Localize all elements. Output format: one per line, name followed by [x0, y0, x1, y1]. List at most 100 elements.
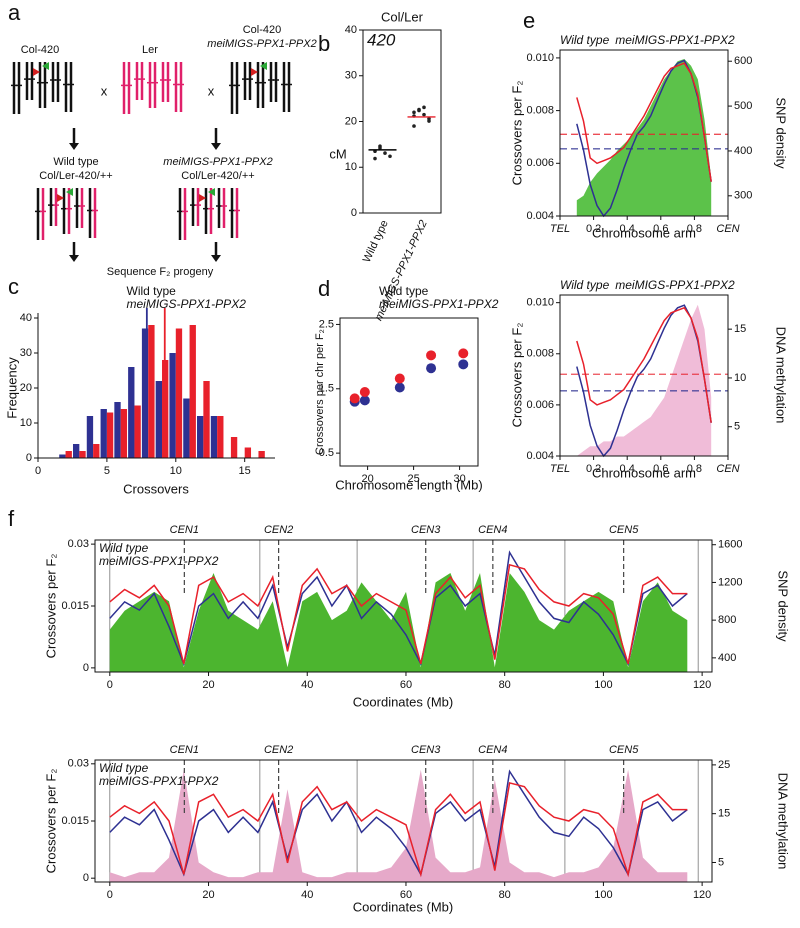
y2-axis-label: SNP density [774, 97, 789, 169]
y-tick-label: 0.006 [526, 157, 554, 169]
y-tick-label: 0.008 [526, 348, 554, 360]
frame [94, 539, 713, 673]
centromere-label: CEN4 [478, 524, 507, 536]
y2-tick-label: 400 [734, 145, 752, 157]
legend-entry: meiMIGS-PPX1-PPX2 [99, 774, 219, 788]
x-tick-label: 100 [594, 889, 612, 901]
x-tick-label: 0.2 [586, 223, 601, 235]
point [349, 393, 360, 404]
chart: c Frequency Crossovers 0 10 20 30 40 0 5 10 15 Wild … [4, 274, 275, 496]
y-tick-label: 0.004 [526, 210, 554, 222]
centromere-label: CEN2 [264, 524, 293, 536]
legend-entry: Wild type [560, 33, 610, 47]
point [458, 348, 469, 359]
x-tick-label: 0.4 [620, 223, 635, 235]
point [422, 112, 426, 117]
frame [94, 759, 713, 883]
cross: x [208, 83, 215, 98]
area [109, 573, 688, 672]
x-tick-label: CEN [716, 463, 739, 475]
legend-entry: meiMIGS-PPX1-PPX2 [99, 554, 219, 568]
x-tick-label: Wild type [361, 218, 391, 264]
marker-green [42, 62, 49, 70]
frame [559, 294, 729, 457]
point [359, 387, 370, 397]
bar [258, 451, 265, 458]
x-axis-label: Chromosome arm [592, 465, 696, 480]
x-tick-label: 0.4 [620, 463, 635, 475]
legend-entry: Wild type [99, 761, 149, 775]
panel-label: e [523, 8, 535, 33]
x-tick-label: 0.6 [653, 223, 668, 235]
panel-label: f [8, 506, 15, 531]
label: meiMIGS-PPX1-PPX2 [163, 156, 272, 168]
x-tick-label: 0.6 [653, 463, 668, 475]
bar [59, 454, 66, 458]
x-tick-label: 30 [453, 473, 465, 485]
y-tick-label: 0 [83, 872, 89, 884]
y-tick-label: 0.010 [526, 52, 554, 64]
bar [217, 416, 224, 458]
y2-tick-label: 300 [734, 190, 752, 202]
bar [183, 398, 190, 458]
bar [141, 328, 149, 458]
label: Wild type [53, 156, 98, 168]
area [576, 304, 712, 456]
panel-label: d [318, 276, 330, 301]
annotation: 420 [367, 30, 396, 49]
x-tick-label: 0 [107, 679, 113, 691]
x-tick-label: TEL [550, 223, 570, 235]
y-tick-label: 0 [351, 207, 357, 219]
x-tick-label: 20 [361, 473, 373, 485]
y-tick-label: 0 [83, 662, 89, 674]
bar [120, 409, 128, 458]
arrow-head [211, 255, 221, 262]
y2-tick-label: 10 [734, 372, 746, 384]
y2-tick-label: 15 [734, 323, 746, 335]
label: Col/Ler-420/++ [181, 170, 254, 182]
label: Col-420 [21, 44, 60, 56]
centromere-label: CEN2 [264, 744, 293, 756]
legend-entry: meiMIGS-PPX1-PPX2 [379, 297, 499, 311]
area [576, 59, 712, 216]
line [576, 306, 712, 423]
x-axis-label: Chromosome arm [592, 225, 696, 240]
y-tick-label: 30 [20, 347, 32, 359]
bar [79, 451, 86, 458]
y-tick-label: 40 [20, 312, 32, 324]
point [373, 156, 377, 161]
point [359, 395, 370, 406]
bar [155, 381, 163, 458]
point [394, 373, 405, 384]
y2-axis-label: DNA methylation [774, 327, 789, 424]
bar [100, 409, 107, 458]
marker-green [66, 188, 73, 196]
x-tick-label: 0 [35, 465, 41, 477]
label: meiMIGS-PPX1-PPX2 [207, 38, 316, 50]
y-axis-label: Crossovers per chr per F₂ [314, 329, 326, 455]
frame [559, 49, 729, 217]
legend-entry: Wild type [560, 278, 610, 292]
x-tick-label: 25 [407, 473, 419, 485]
frame [339, 317, 479, 467]
y-tick-label: 40 [345, 24, 357, 36]
bar [230, 437, 238, 458]
arrow-head [211, 143, 221, 150]
y-tick-label: 0.015 [61, 815, 89, 827]
y2-tick-label: 600 [734, 55, 752, 67]
x-tick-label: 0.8 [687, 463, 702, 475]
bar [210, 416, 218, 458]
bar [175, 328, 183, 458]
x-axis-label: Coordinates (Mb) [353, 899, 453, 914]
y-tick-label: 20 [345, 115, 357, 127]
bar [106, 412, 114, 458]
legend-entry: meiMIGS-PPX1-PPX2 [615, 278, 735, 292]
legend-entry: meiMIGS-PPX1-PPX2 [127, 297, 247, 311]
y-tick-label: 0.004 [526, 450, 554, 462]
y2-tick-label: 25 [718, 759, 730, 771]
x-tick-label: 0 [107, 889, 113, 901]
point [388, 154, 392, 159]
